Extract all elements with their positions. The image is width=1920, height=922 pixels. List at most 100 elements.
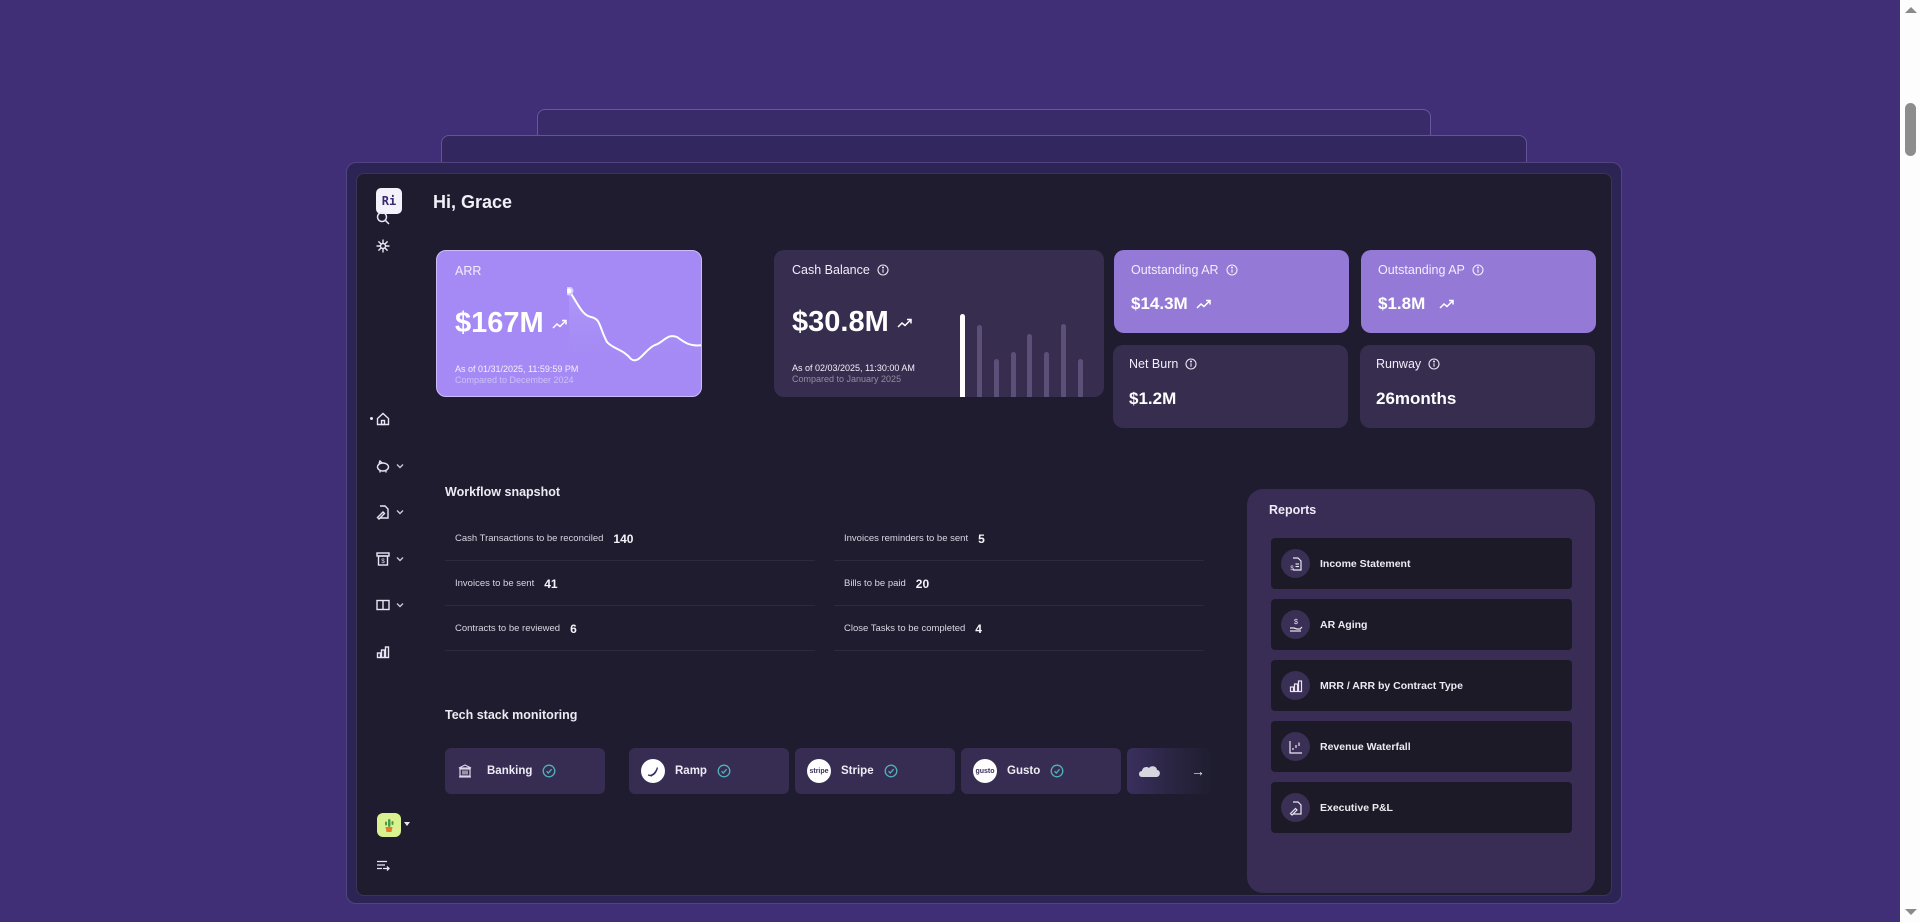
outstanding-ar-title: Outstanding AR [1131,263,1238,277]
bank-icon [458,764,472,778]
workflow-item[interactable]: Close Tasks to be completed 4 [834,607,1204,651]
info-icon[interactable] [1226,264,1238,276]
outstanding-ap-card[interactable]: Outstanding AP $1.8M [1361,250,1596,333]
net-burn-card[interactable]: Net Burn $1.2M [1113,345,1348,428]
outstanding-ap-value-text: $1.8M [1378,294,1426,313]
chevron-down-icon [396,464,404,469]
search-icon [376,211,390,225]
waterfall-chart-icon [1288,740,1302,754]
receipt-icon: $ [376,552,390,566]
book-icon [376,599,390,611]
arr-as-of: As of 01/31/2025, 11:59:59 PM [455,364,579,374]
workflow-item-count: 41 [544,576,558,591]
info-icon[interactable] [1185,358,1197,370]
sidebar-item-cash[interactable] [375,453,415,479]
workflow-item-label: Contracts to be reviewed [455,623,561,634]
cash-balance-title: Cash Balance [792,263,889,277]
report-income-statement[interactable]: $ Income Statement [1271,538,1572,589]
app-window: Ri $ [356,173,1612,896]
info-icon[interactable] [1428,358,1440,370]
ramp-icon [647,767,658,777]
salesforce-cloud-icon [1139,766,1160,777]
check-circle-icon [542,764,556,778]
tech-card-salesforce[interactable]: → [1127,748,1211,794]
workflow-item-label: Close Tasks to be completed [844,623,966,634]
report-label: AR Aging [1320,618,1368,631]
workflow-item[interactable]: Contracts to be reviewed 6 [445,607,815,651]
workflow-item[interactable]: Invoices to be sent 41 [445,562,815,606]
chevron-down-icon [396,557,404,562]
scroll-right-arrow[interactable]: → [1191,763,1205,779]
chevron-down-icon [396,603,404,608]
report-executive-pl[interactable]: Executive P&L [1271,782,1572,833]
outstanding-ap-value: $1.8M [1378,294,1455,314]
report-ar-aging[interactable]: $ AR Aging [1271,599,1572,650]
info-icon[interactable] [1472,264,1484,276]
info-icon[interactable] [877,264,889,276]
tech-stack-title: Tech stack monitoring [445,708,578,722]
workflow-item[interactable]: Bills to be paid 20 [834,562,1204,606]
caret-down-icon[interactable] [404,822,410,826]
scroll-up-arrow[interactable] [1905,7,1917,13]
outstanding-ar-title-text: Outstanding AR [1131,263,1219,277]
report-icon-wrap: $ [1281,549,1310,578]
chevron-down-icon [396,510,404,515]
sidebar-item-reports[interactable] [375,639,415,665]
workflow-item-count: 6 [570,621,577,636]
workspace-avatar[interactable] [377,813,401,837]
scroll-down-arrow[interactable] [1905,909,1917,915]
ai-assistant-button[interactable] [375,233,415,259]
report-label: Revenue Waterfall [1320,740,1411,753]
tech-card-gusto[interactable]: gusto Gusto [961,748,1121,794]
report-revenue-waterfall[interactable]: Revenue Waterfall [1271,721,1572,772]
tech-card-stripe[interactable]: stripe Stripe [795,748,955,794]
tech-card-banking[interactable]: Banking [445,748,605,794]
search-button[interactable] [375,205,415,231]
scrollbar-thumb[interactable] [1905,103,1916,156]
active-indicator [370,417,373,420]
reports-title: Reports [1269,503,1317,517]
check-circle-icon [884,764,898,778]
collapse-sidebar-button[interactable] [375,853,415,879]
arr-value-text: $167M [455,307,544,339]
sidebar-item-ledger[interactable] [375,592,415,618]
tech-name: Banking [487,765,533,777]
arr-value: $167M [455,307,568,340]
sidebar-item-home[interactable] [375,406,415,432]
workflow-item[interactable]: Cash Transactions to be reconciled 140 [445,517,815,561]
trend-up-icon [1196,299,1211,309]
ramp-logo [641,759,665,783]
gusto-logo: gusto [973,759,997,783]
app-logo[interactable]: Ri [376,188,402,214]
cash-balance-value: $30.8M [792,306,913,339]
tech-name: Ramp [675,765,707,777]
net-burn-title: Net Burn [1129,357,1197,371]
arr-compared: Compared to December 2024 [455,375,574,385]
report-icon-wrap: $ [1281,610,1310,639]
workflow-item[interactable]: Invoices reminders to be sent 5 [834,517,1204,561]
outstanding-ap-title: Outstanding AP [1378,263,1484,277]
outstanding-ar-card[interactable]: Outstanding AR $14.3M [1114,250,1349,333]
cash-balance-title-text: Cash Balance [792,263,870,277]
sidebar-item-billing[interactable]: $ [375,546,415,572]
tech-card-ramp[interactable]: Ramp [629,748,789,794]
report-label: MRR / ARR by Contract Type [1320,679,1463,692]
sidebar: Ri $ [357,174,417,895]
trend-up-icon [1439,299,1454,309]
cash-balance-card[interactable]: Cash Balance $30.8M As of 02/03/2025, 11… [774,250,1104,397]
tech-name: Gusto [1007,765,1041,777]
sidebar-item-contracts[interactable] [375,499,415,525]
runway-title: Runway [1376,357,1440,371]
page-scrollbar[interactable] [1900,0,1920,922]
report-mrr-arr[interactable]: MRR / ARR by Contract Type [1271,660,1572,711]
arr-title: ARR [455,264,482,278]
cash-as-of: As of 02/03/2025, 11:30:00 AM [792,363,915,373]
reports-panel: Reports $ Income Statement $ AR Aging MR… [1247,489,1595,893]
workflow-item-count: 140 [613,531,634,546]
arr-card[interactable]: ARR $167M As of 01/31/2025, 11:59:59 PM … [436,250,702,397]
runway-card[interactable]: Runway 26months [1360,345,1595,428]
report-icon-wrap [1281,793,1310,822]
runway-value: 26months [1376,389,1457,408]
workflow-item-count: 4 [975,621,982,636]
workflow-item-count: 20 [915,576,930,591]
